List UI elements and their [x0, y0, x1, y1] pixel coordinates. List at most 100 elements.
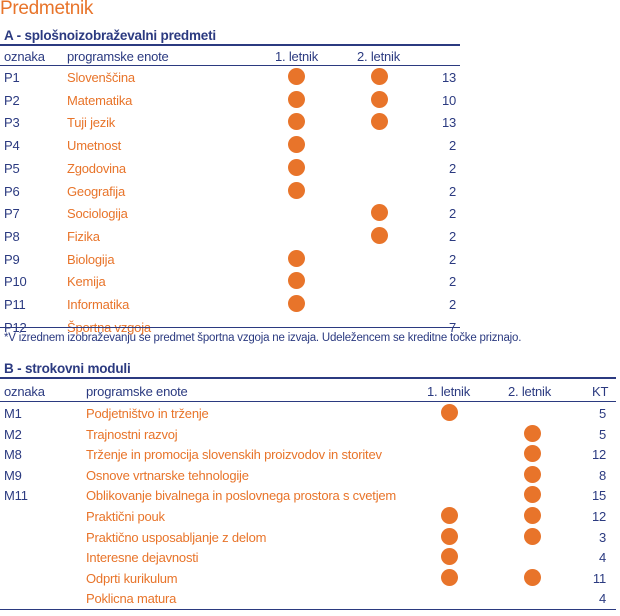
row-kt: 4: [598, 550, 606, 566]
row-kt: 5: [598, 406, 606, 421]
row-name: Informatika: [67, 297, 130, 312]
row-kt: 2: [448, 160, 456, 176]
year1-dot-icon: [288, 136, 305, 154]
row-kt: 13: [441, 115, 456, 131]
row-code: P2: [4, 92, 20, 108]
year1-dot-icon: [441, 404, 458, 421]
row-code: P4: [4, 138, 20, 154]
row-code: M11: [4, 488, 28, 504]
year2-dot-icon: [371, 113, 388, 131]
year1-dot-icon: [288, 90, 305, 108]
row-code: M8: [4, 447, 22, 463]
section-a-header-rule: [0, 65, 460, 66]
year1-dot-icon: [288, 249, 305, 267]
row-code: M1: [4, 406, 22, 421]
row-name: Matematika: [67, 92, 133, 108]
row-kt: 5: [598, 426, 606, 442]
row-name: Podjetništvo in trženje: [86, 406, 209, 421]
row-kt: 2: [448, 183, 456, 199]
row-name: Praktični pouk: [86, 509, 165, 524]
row-kt: 2: [448, 251, 456, 267]
row-kt: 2: [448, 228, 456, 244]
row-code: P7: [4, 206, 20, 222]
row-name: Biologija: [67, 251, 115, 267]
section-b-header-kt: KT: [592, 384, 609, 399]
page-title: Predmetnik: [0, 0, 94, 19]
row-name: Osnove vrtnarske tehnologije: [86, 467, 249, 483]
row-code: P3: [4, 115, 20, 131]
year2-dot-icon: [524, 445, 541, 463]
section-b-header-rule: [0, 401, 616, 402]
section-a-header-code: oznaka: [4, 49, 45, 64]
row-name: Oblikovanje bivalnega in poslovnega pros…: [86, 488, 397, 504]
section-b-header-name: programske enote: [86, 384, 188, 399]
row-kt: 2: [448, 274, 456, 290]
row-name: Odprti kurikulum: [86, 570, 178, 586]
year1-dot-icon: [288, 113, 305, 131]
section-b-title: B - strokovni moduli: [4, 361, 131, 376]
row-name: Praktično usposabljanje z delom: [86, 529, 267, 545]
row-code: M9: [4, 467, 22, 483]
row-name: Trženje in promocija slovenskih proizvod…: [86, 447, 382, 463]
row-name: Kemija: [67, 274, 106, 290]
section-b-header-year2: 2. letnik: [508, 384, 552, 399]
section-b-bottom-rule: [0, 609, 616, 610]
row-kt: 3: [598, 529, 606, 545]
year1-dot-icon: [441, 507, 458, 524]
row-name: Zgodovina: [67, 160, 126, 176]
row-name: Fizika: [67, 228, 100, 244]
row-code: P9: [4, 251, 20, 267]
row-code: P1: [4, 70, 20, 85]
section-a-header-name: programske enote: [67, 49, 169, 64]
year2-dot-icon: [524, 424, 541, 442]
row-name: Geografija: [67, 183, 125, 199]
row-code: P11: [4, 297, 26, 312]
year1-dot-icon: [288, 68, 305, 85]
row-kt: 2: [448, 297, 456, 312]
row-name: Tuji jezik: [67, 115, 116, 131]
row-kt: 10: [441, 92, 456, 108]
row-code: P5: [4, 160, 20, 176]
row-name: Poklicna matura: [86, 591, 177, 607]
row-name: Sociologija: [67, 206, 128, 222]
year2-dot-icon: [371, 226, 388, 244]
section-a-header-year1: 1. letnik: [275, 49, 319, 64]
row-kt: 2: [448, 206, 456, 222]
row-code: P6: [4, 183, 20, 199]
section-a-header-year2: 2. letnik: [357, 49, 401, 64]
row-name: Interesne dejavnosti: [86, 550, 199, 566]
year2-dot-icon: [371, 204, 388, 222]
year2-dot-icon: [524, 527, 541, 545]
row-kt: 13: [441, 70, 456, 85]
row-kt: 15: [591, 488, 606, 504]
row-kt: 12: [591, 509, 606, 524]
year2-dot-icon: [524, 507, 541, 524]
year1-dot-icon: [288, 181, 305, 199]
year1-dot-icon: [288, 272, 305, 290]
year1-dot-icon: [441, 548, 458, 566]
year1-dot-icon: [441, 568, 458, 586]
row-kt: 2: [448, 138, 456, 154]
row-code: P10: [4, 274, 27, 290]
row-name: Umetnost: [67, 138, 122, 154]
year1-dot-icon: [288, 158, 305, 176]
year1-dot-icon: [441, 527, 458, 545]
section-b-header-code: oznaka: [4, 384, 45, 399]
row-kt: 4: [598, 591, 606, 607]
section-a-bottom-rule: [0, 327, 460, 328]
section-b-rule: [0, 377, 616, 379]
row-kt: 11: [592, 570, 606, 586]
row-name: Trajnostni razvoj: [86, 426, 178, 442]
section-a-rule: [0, 44, 460, 46]
year2-dot-icon: [371, 90, 388, 108]
section-a-title: A - splošnoizobraževalni predmeti: [4, 28, 216, 43]
year2-dot-icon: [371, 68, 388, 85]
row-kt: 8: [598, 467, 606, 483]
year2-dot-icon: [524, 486, 541, 504]
row-name: Slovenščina: [67, 70, 135, 85]
year1-dot-icon: [288, 295, 305, 312]
year2-dot-icon: [524, 568, 541, 586]
row-code: M2: [4, 426, 22, 442]
section-b-header-year1: 1. letnik: [427, 384, 471, 399]
row-kt: 12: [591, 447, 606, 463]
